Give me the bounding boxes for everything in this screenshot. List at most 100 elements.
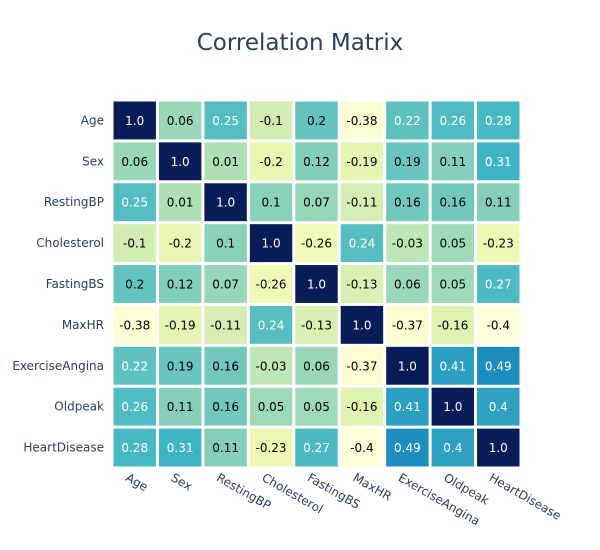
cell-value-label: 0.41 bbox=[394, 400, 421, 414]
cell-value-label: 0.22 bbox=[121, 359, 148, 373]
cell-value-label: 0.11 bbox=[167, 400, 194, 414]
cell-value-label: -0.13 bbox=[346, 278, 377, 292]
heatmap-cell-fastingbs-oldpeak bbox=[431, 265, 475, 303]
cell-value-label: -0.1 bbox=[123, 237, 146, 251]
y-tick-label-cholesterol: Cholesterol bbox=[36, 236, 104, 250]
heatmap-cell-cholesterol-heartdisease bbox=[477, 224, 520, 263]
heatmap-cell-age-maxhr bbox=[340, 101, 384, 140]
heatmap-cell-restingbp-sex bbox=[158, 183, 202, 222]
cell-value-label: 0.19 bbox=[394, 155, 421, 169]
cell-value-label: -0.1 bbox=[259, 114, 282, 128]
heatmap-cell-exerciseangina-restingbp bbox=[204, 346, 247, 385]
heatmap-cell-restingbp-maxhr bbox=[340, 183, 384, 222]
heatmap-cell-age-age bbox=[113, 101, 156, 140]
cell-value-label: 0.06 bbox=[167, 114, 194, 128]
cell-value-label: 0.24 bbox=[349, 237, 376, 251]
heatmap-cell-fastingbs-exerciseangina bbox=[386, 265, 429, 303]
cell-value-label: 0.05 bbox=[439, 278, 466, 292]
heatmap-cell-sex-heartdisease bbox=[477, 142, 520, 181]
cell-value-label: -0.19 bbox=[346, 155, 377, 169]
cell-value-label: -0.11 bbox=[210, 318, 241, 332]
cell-value-label: 0.05 bbox=[258, 400, 285, 414]
heatmap-cell-oldpeak-maxhr bbox=[340, 387, 384, 426]
chart-title: Correlation Matrix bbox=[197, 30, 404, 56]
cell-value-label: 0.16 bbox=[439, 196, 466, 210]
heatmap-cell-fastingbs-sex bbox=[158, 265, 202, 303]
heatmap-cell-sex-oldpeak bbox=[431, 142, 475, 181]
heatmap-cell-age-oldpeak bbox=[431, 101, 475, 140]
cell-value-label: 0.07 bbox=[212, 278, 239, 292]
cell-value-label: 1.0 bbox=[352, 318, 371, 332]
cell-value-label: 0.1 bbox=[262, 196, 281, 210]
cell-value-label: 1.0 bbox=[307, 278, 326, 292]
heatmap-cell-exerciseangina-sex bbox=[158, 346, 202, 385]
y-tick-label-age: Age bbox=[81, 113, 104, 127]
heatmap-cell-heartdisease-fastingbs bbox=[295, 428, 338, 467]
cell-value-label: 0.4 bbox=[489, 400, 508, 414]
heatmap-cell-oldpeak-fastingbs bbox=[295, 387, 338, 426]
heatmap-cell-exerciseangina-exerciseangina bbox=[386, 346, 429, 385]
cell-value-label: 0.1 bbox=[216, 237, 235, 251]
cell-value-label: 0.12 bbox=[303, 155, 330, 169]
cell-value-label: 0.05 bbox=[439, 237, 466, 251]
heatmap-cell-maxhr-age bbox=[113, 305, 156, 344]
cell-value-label: 0.2 bbox=[307, 114, 326, 128]
cell-value-label: 0.26 bbox=[439, 114, 466, 128]
cell-value-label: 0.11 bbox=[212, 441, 239, 455]
heatmap-cell-restingbp-exerciseangina bbox=[386, 183, 429, 222]
cell-value-label: 0.16 bbox=[212, 400, 239, 414]
cell-value-label: -0.2 bbox=[168, 237, 191, 251]
heatmap-cell-restingbp-cholesterol bbox=[249, 183, 293, 222]
heatmap-cell-cholesterol-exerciseangina bbox=[386, 224, 429, 263]
cell-value-label: 1.0 bbox=[125, 114, 144, 128]
heatmap-cell-age-sex bbox=[158, 101, 202, 140]
cell-value-label: 0.05 bbox=[303, 400, 330, 414]
cell-value-label: -0.4 bbox=[487, 318, 510, 332]
heatmap-cell-age-restingbp bbox=[204, 101, 247, 140]
cell-value-label: -0.37 bbox=[392, 318, 423, 332]
heatmap-cell-fastingbs-age bbox=[113, 265, 156, 303]
cell-value-label: -0.23 bbox=[483, 237, 514, 251]
heatmap-cell-oldpeak-age bbox=[113, 387, 156, 426]
cell-value-label: 0.01 bbox=[212, 155, 239, 169]
cell-value-label: -0.13 bbox=[301, 318, 332, 332]
cell-value-label: 0.12 bbox=[167, 278, 194, 292]
y-tick-label-sex: Sex bbox=[82, 154, 104, 168]
cell-value-label: -0.26 bbox=[256, 278, 287, 292]
cell-value-label: 0.25 bbox=[212, 114, 239, 128]
cell-value-label: 0.4 bbox=[443, 441, 462, 455]
cell-value-label: 0.16 bbox=[394, 196, 421, 210]
cell-value-label: 1.0 bbox=[216, 196, 235, 210]
y-axis-tick-labels: Age Sex RestingBP Cholesterol FastingBS MaxHR… bbox=[12, 113, 104, 454]
cell-value-label: -0.38 bbox=[346, 114, 377, 128]
cell-value-label: -0.11 bbox=[346, 196, 377, 210]
cell-value-label: -0.38 bbox=[119, 318, 150, 332]
cell-value-label: 0.11 bbox=[439, 155, 466, 169]
heatmap-cell-fastingbs-cholesterol bbox=[249, 265, 293, 303]
heatmap-cell-oldpeak-exerciseangina bbox=[386, 387, 429, 426]
heatmap-cell-cholesterol-oldpeak bbox=[431, 224, 475, 263]
cell-value-label: 0.28 bbox=[121, 441, 148, 455]
heatmap-cell-heartdisease-exerciseangina bbox=[386, 428, 429, 467]
heatmap-cell-restingbp-age bbox=[113, 183, 156, 222]
heatmap-cell-cholesterol-restingbp bbox=[204, 224, 247, 263]
heatmap-cell-maxhr-heartdisease bbox=[477, 305, 520, 344]
cell-value-label: 0.31 bbox=[167, 441, 194, 455]
heatmap-cell-maxhr-sex bbox=[158, 305, 202, 344]
heatmap-cell-fastingbs-fastingbs bbox=[295, 265, 338, 303]
y-tick-label-fastingbs: FastingBS bbox=[46, 277, 104, 291]
cell-value-label: 0.27 bbox=[485, 278, 512, 292]
cell-value-label: 0.31 bbox=[485, 155, 512, 169]
cell-value-label: -0.37 bbox=[346, 359, 377, 373]
heatmap-cell-oldpeak-sex bbox=[158, 387, 202, 426]
heatmap-cells: 1.0 0.06 0.25 -0.1 0.2 -0.38 0.22 0.26 0.28 0.06 1… bbox=[113, 101, 520, 467]
cell-value-label: 0.07 bbox=[303, 196, 330, 210]
heatmap-cell-heartdisease-age bbox=[113, 428, 156, 467]
heatmap-cell-heartdisease-cholesterol bbox=[249, 428, 293, 467]
cell-value-label: -0.26 bbox=[301, 237, 332, 251]
cell-value-label: 0.22 bbox=[394, 114, 421, 128]
cell-value-label: 0.06 bbox=[394, 278, 421, 292]
heatmap-cell-cholesterol-maxhr bbox=[340, 224, 384, 263]
cell-value-label: 1.0 bbox=[489, 441, 508, 455]
